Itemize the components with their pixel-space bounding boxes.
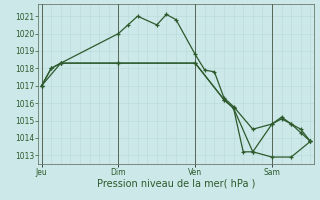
X-axis label: Pression niveau de la mer( hPa ): Pression niveau de la mer( hPa ) [97,179,255,189]
